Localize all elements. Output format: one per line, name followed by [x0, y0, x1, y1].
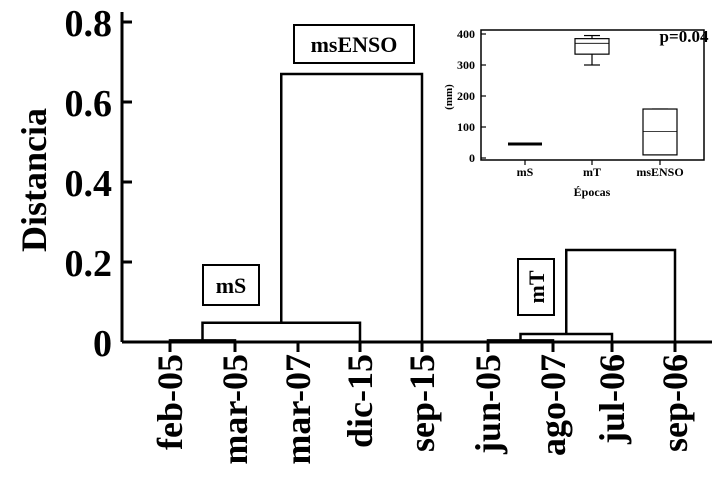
cluster-label-msenso: msENSO	[311, 32, 398, 57]
x-tick-label: jul-06	[592, 354, 632, 445]
inset-y-tick-label: 0	[469, 151, 475, 165]
dendrogram-link	[565, 248, 677, 342]
inset-x-tick-label: mS	[517, 165, 534, 179]
cluster-label-ms-box	[202, 264, 260, 306]
y-axis-title: Distancia	[14, 108, 54, 252]
y-tick-label: 0	[93, 323, 112, 365]
inset-x-tick-label: msENSO	[636, 165, 683, 179]
cluster-annotations: mS msENSO mT	[202, 24, 555, 316]
y-tick-label: 0.8	[65, 3, 113, 45]
y-tick-label: 0.4	[65, 163, 113, 205]
x-tick-label: dic-15	[340, 354, 380, 448]
x-tick-label: mar-07	[278, 354, 318, 465]
inset-y-tick-label: 200	[457, 89, 475, 103]
x-tick-label: jun-05	[468, 354, 508, 455]
x-tick-label: ago-07	[533, 354, 573, 456]
cluster-label-mt-box	[517, 258, 555, 316]
dendrogram-links	[168, 72, 677, 342]
inset-x-tick-label: mT	[583, 165, 601, 179]
inset-y-tick-label: 300	[457, 58, 475, 72]
dendrogram-link	[201, 321, 362, 342]
x-tick-label: sep-06	[655, 354, 695, 452]
x-tick-label: mar-05	[215, 354, 255, 465]
y-tick-label: 0.2	[65, 243, 113, 285]
cluster-label-mt: mT	[524, 270, 549, 303]
box-body	[574, 38, 610, 55]
inset-boxplot: 0 100 200 300 400 (mm) mS mT msENSO Épocas p=0.04	[443, 27, 709, 199]
inset-y-tick-label: 100	[457, 120, 475, 134]
cluster-label-ms: mS	[216, 273, 247, 298]
x-tick-label: sep-15	[402, 354, 442, 452]
inset-y-tick-label: 400	[457, 27, 475, 41]
inset-x-axis-title: Épocas	[574, 185, 611, 199]
inset-y-axis-title: (mm)	[443, 84, 455, 110]
y-tick-label: 0.6	[65, 83, 113, 125]
x-tick-label: feb-05	[150, 354, 190, 450]
dendrogram-link	[280, 72, 424, 342]
p-value-label: p=0.04	[660, 27, 709, 46]
dendrogram-axes: 0 0.2 0.4 0.6 0.8 Distancia feb-05 mar-05 mar-07…	[14, 3, 712, 465]
cluster-label-msenso-box	[293, 24, 415, 64]
